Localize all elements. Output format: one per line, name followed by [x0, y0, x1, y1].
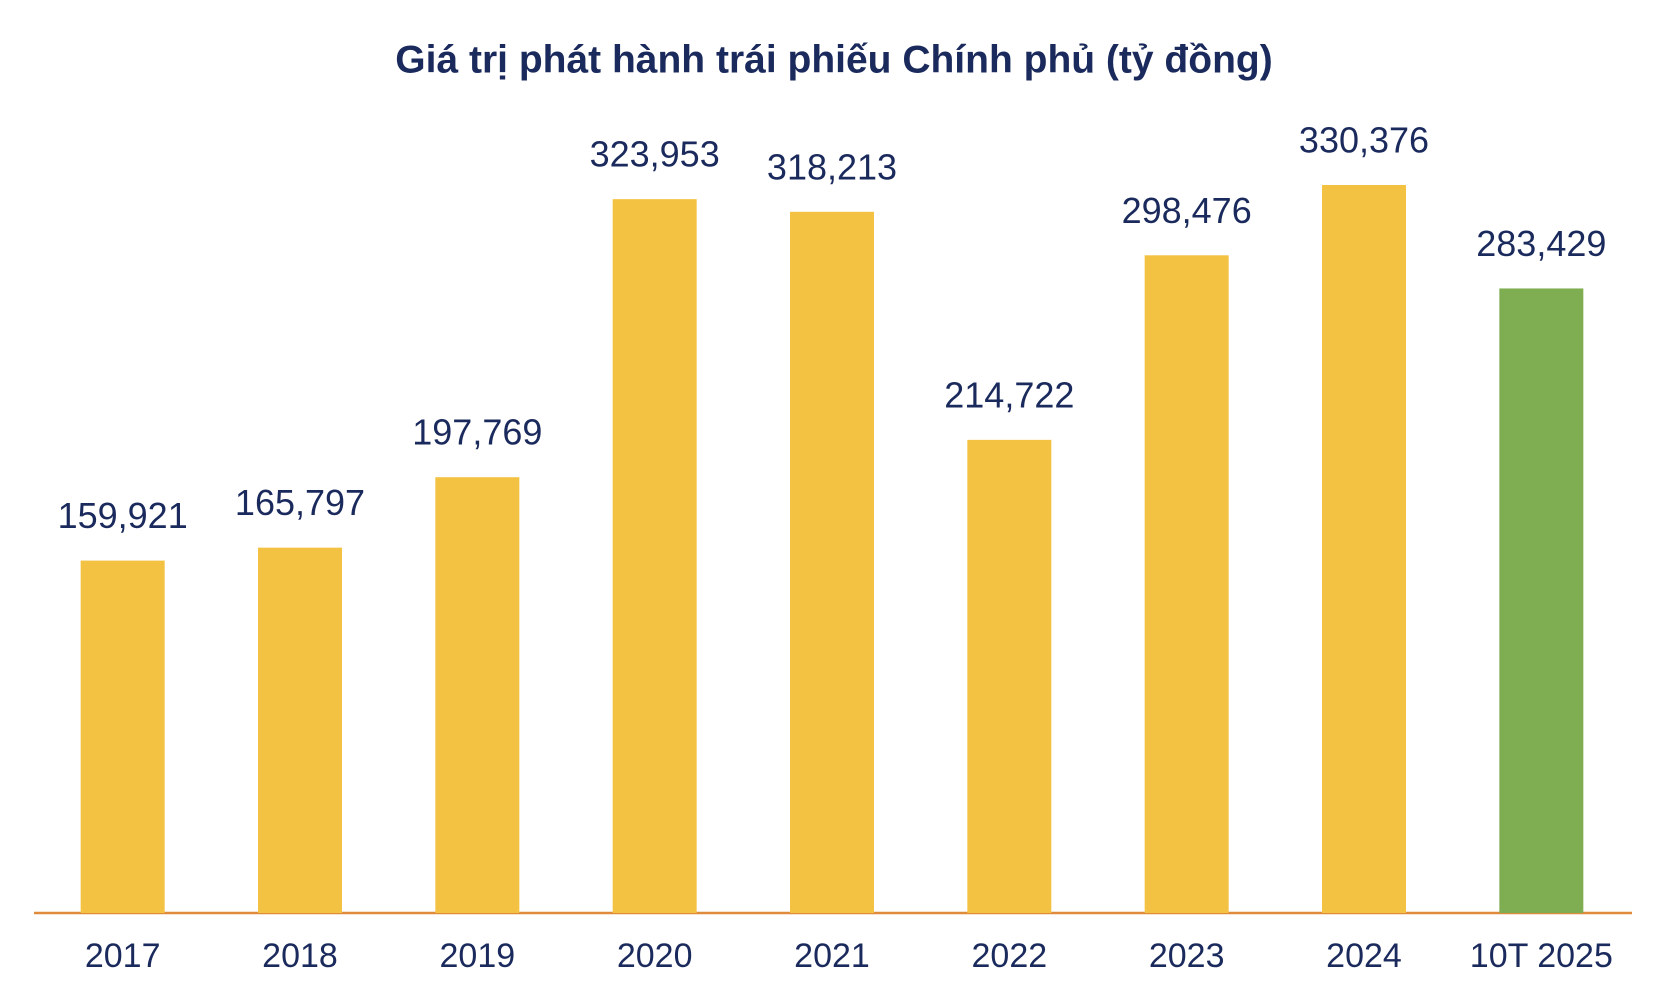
x-tick-label: 2023	[1149, 937, 1225, 975]
value-label: 214,722	[944, 374, 1074, 415]
x-tick-label: 2020	[617, 937, 693, 975]
value-label: 318,213	[767, 146, 897, 187]
value-label: 197,769	[412, 412, 542, 453]
x-tick-label: 2024	[1326, 937, 1402, 975]
bar	[1499, 288, 1584, 913]
value-label: 283,429	[1476, 223, 1606, 264]
bar	[80, 560, 165, 913]
x-tick-label: 2022	[972, 937, 1048, 975]
x-tick-label: 10T 2025	[1470, 937, 1613, 975]
x-tick-label: 2019	[440, 937, 516, 975]
bar	[790, 211, 874, 914]
bar	[435, 477, 520, 913]
bar	[1322, 185, 1406, 913]
bar	[967, 439, 1052, 913]
value-label: 159,921	[58, 495, 188, 536]
chart-title: Giá trị phát hành trái phiếu Chính phủ (…	[395, 38, 1272, 81]
value-label: 298,476	[1122, 190, 1252, 231]
bar	[258, 547, 342, 913]
value-label: 165,797	[235, 482, 365, 523]
x-tick-label: 2021	[794, 937, 870, 975]
value-label: 330,376	[1299, 120, 1429, 161]
bar	[1144, 255, 1229, 914]
x-tick-label: 2017	[85, 937, 161, 975]
bar	[612, 199, 697, 914]
x-tick-label: 2018	[262, 937, 338, 975]
value-label: 323,953	[590, 134, 720, 175]
